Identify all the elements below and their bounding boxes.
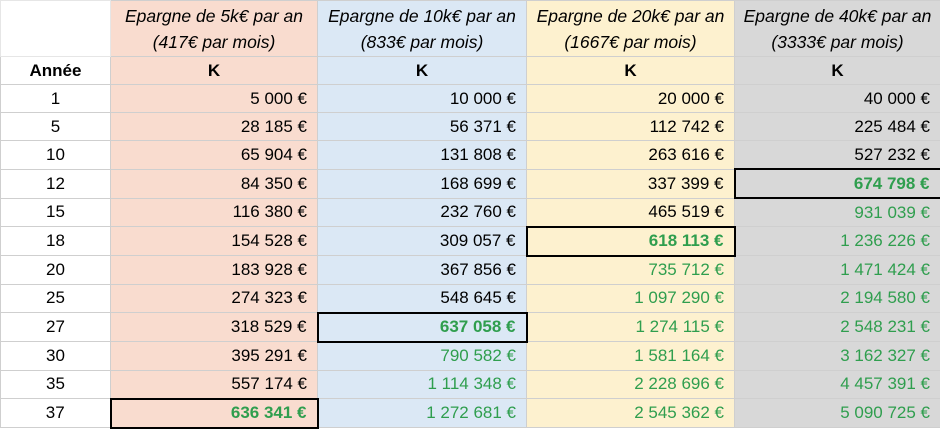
value-cell: 56 371 € [318, 113, 527, 141]
value-cell: 1 272 681 € [318, 399, 527, 428]
value-cell: 465 519 € [527, 198, 735, 227]
value-cell: 1 114 348 € [318, 370, 527, 399]
value-header: K [527, 57, 735, 85]
value-cell: 183 928 € [111, 256, 318, 285]
value-cell: 337 399 € [527, 169, 735, 198]
value-header: K [735, 57, 940, 85]
year-cell: 10 [1, 141, 111, 170]
value-cell: 790 582 € [318, 342, 527, 371]
value-cell: 112 742 € [527, 113, 735, 141]
plan-title: Epargne de 40k€ par an [737, 3, 938, 29]
year-cell: 35 [1, 370, 111, 399]
value-cell: 2 548 231 € [735, 313, 940, 342]
year-cell: 30 [1, 342, 111, 371]
year-cell: 27 [1, 313, 111, 342]
value-cell: 2 194 580 € [735, 284, 940, 313]
value-cell: 225 484 € [735, 113, 940, 141]
year-header: Année [1, 57, 111, 85]
value-cell: 527 232 € [735, 141, 940, 170]
value-cell: 931 039 € [735, 198, 940, 227]
value-cell: 232 760 € [318, 198, 527, 227]
value-cell: 1 236 226 € [735, 227, 940, 256]
value-cell: 2 228 696 € [527, 370, 735, 399]
value-cell: 20 000 € [527, 85, 735, 113]
plan-title: Epargne de 20k€ par an [529, 3, 732, 29]
plan-title: Epargne de 5k€ par an [113, 3, 315, 29]
plan-header-5k: Epargne de 5k€ par an (417€ par mois) [111, 1, 318, 57]
plan-header-40k: Epargne de 40k€ par an (3333€ par mois) [735, 1, 940, 57]
highlighted-value-cell: 637 058 € [318, 313, 527, 342]
value-cell: 65 904 € [111, 141, 318, 170]
value-cell: 84 350 € [111, 169, 318, 198]
value-cell: 395 291 € [111, 342, 318, 371]
plan-header-10k: Epargne de 10k€ par an (833€ par mois) [318, 1, 527, 57]
year-cell: 18 [1, 227, 111, 256]
value-cell: 1 471 424 € [735, 256, 940, 285]
plan-header-row: Epargne de 5k€ par an (417€ par mois) Ep… [1, 1, 940, 57]
year-cell: 1 [1, 85, 111, 113]
year-cell: 12 [1, 169, 111, 198]
value-cell: 1 581 164 € [527, 342, 735, 371]
value-cell: 3 162 327 € [735, 342, 940, 371]
value-cell: 2 545 362 € [527, 399, 735, 428]
plan-header-20k: Epargne de 20k€ par an (1667€ par mois) [527, 1, 735, 57]
value-cell: 154 528 € [111, 227, 318, 256]
value-cell: 263 616 € [527, 141, 735, 170]
year-cell: 20 [1, 256, 111, 285]
value-cell: 548 645 € [318, 284, 527, 313]
year-cell: 15 [1, 198, 111, 227]
value-cell: 131 808 € [318, 141, 527, 170]
value-cell: 735 712 € [527, 256, 735, 285]
value-cell: 1 097 290 € [527, 284, 735, 313]
year-cell: 5 [1, 113, 111, 141]
value-cell: 5 000 € [111, 85, 318, 113]
value-cell: 5 090 725 € [735, 399, 940, 428]
value-cell: 318 529 € [111, 313, 318, 342]
value-header: K [111, 57, 318, 85]
plan-subtitle: (417€ par mois) [113, 29, 315, 55]
plan-subtitle: (1667€ par mois) [529, 29, 732, 55]
value-cell: 1 274 115 € [527, 313, 735, 342]
highlighted-value-cell: 674 798 € [735, 169, 940, 198]
highlighted-value-cell: 636 341 € [111, 399, 318, 428]
value-cell: 10 000 € [318, 85, 527, 113]
year-cell: 25 [1, 284, 111, 313]
value-header: K [318, 57, 527, 85]
plan-title: Epargne de 10k€ par an [320, 3, 524, 29]
value-cell: 168 699 € [318, 169, 527, 198]
highlighted-value-cell: 618 113 € [527, 227, 735, 256]
value-cell: 28 185 € [111, 113, 318, 141]
value-cell: 309 057 € [318, 227, 527, 256]
value-cell: 40 000 € [735, 85, 940, 113]
column-header-row: Année K K K K [1, 57, 940, 85]
year-cell: 37 [1, 399, 111, 428]
value-cell: 274 323 € [111, 284, 318, 313]
corner-cell [1, 1, 111, 57]
value-cell: 367 856 € [318, 256, 527, 285]
plan-subtitle: (833€ par mois) [320, 29, 524, 55]
value-cell: 4 457 391 € [735, 370, 940, 399]
plan-subtitle: (3333€ par mois) [737, 29, 938, 55]
value-cell: 116 380 € [111, 198, 318, 227]
value-cell: 557 174 € [111, 370, 318, 399]
